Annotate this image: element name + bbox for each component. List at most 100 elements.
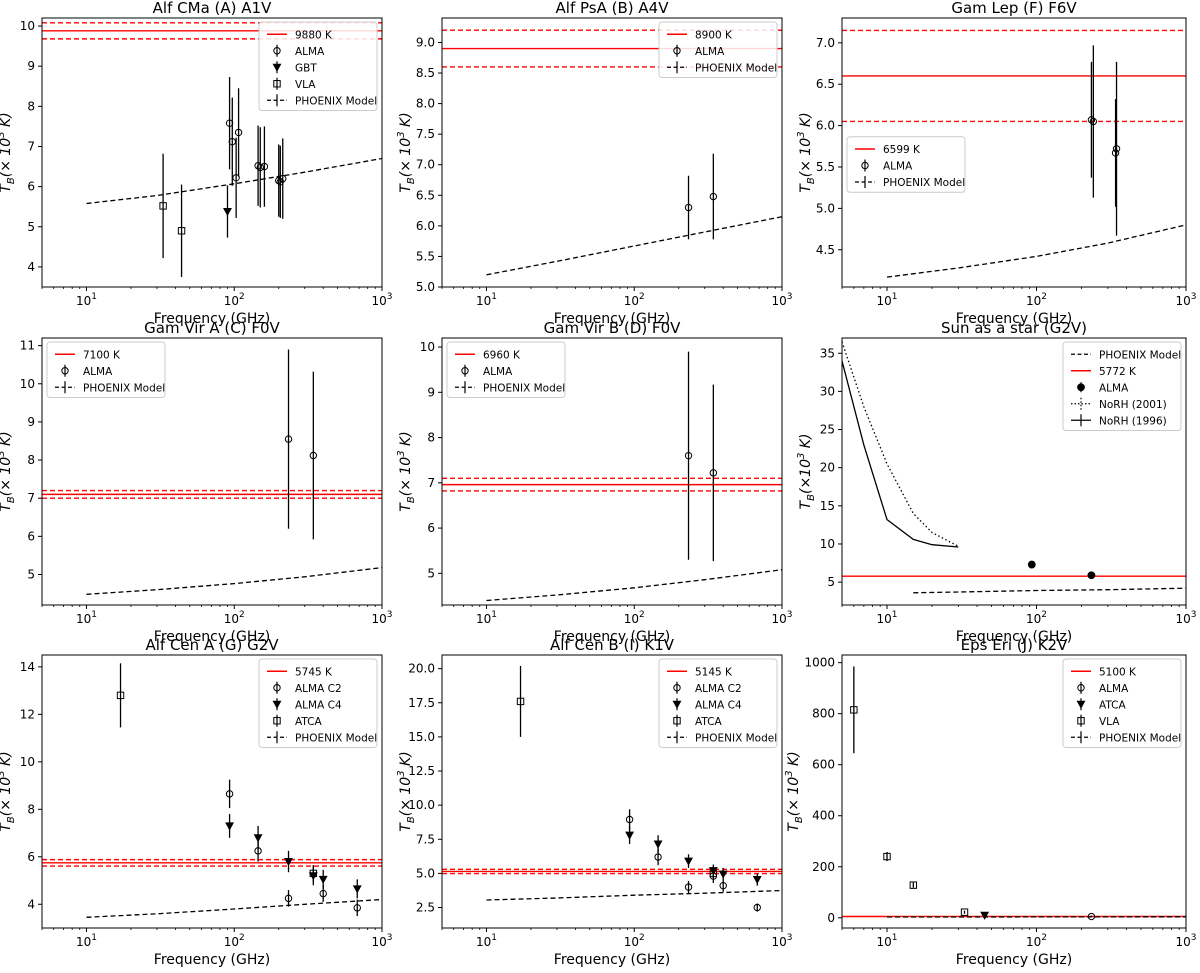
panel-9-xlabel: Frequency (GHz) bbox=[956, 952, 1072, 968]
panel-4-phoenix-model-line bbox=[87, 568, 383, 595]
panel-6-ylabel: TB(×103 K) bbox=[796, 434, 817, 510]
panel-8-ytick-label: 7.5 bbox=[416, 832, 435, 846]
panel-4-ytick-label: 11 bbox=[20, 339, 35, 353]
panel-4-ytick-label: 7 bbox=[27, 491, 35, 505]
panel-6-legend-5772-k-label: 5772 K bbox=[1099, 366, 1137, 378]
panel-9-legend-5100-k-label: 5100 K bbox=[1099, 666, 1137, 678]
panel-2: Alf PsA (B) A4V5.05.56.06.57.07.58.08.59… bbox=[396, 0, 793, 327]
panel-6-alma-point bbox=[1028, 561, 1035, 568]
panel-4-ytick-label: 5 bbox=[27, 567, 35, 581]
panel-1-legend-9880-k-label: 9880 K bbox=[295, 29, 333, 41]
panel-9-ytick-label: 400 bbox=[812, 809, 835, 823]
panel-5-ylabel: TB(× 103 K) bbox=[396, 431, 417, 511]
panel-9-legend-vla-label: VLA bbox=[1099, 716, 1120, 728]
panel-7-xlabel: Frequency (GHz) bbox=[154, 952, 270, 968]
panel-5-phoenix-model-line bbox=[487, 570, 783, 601]
panel-8-xtick-label: 102 bbox=[624, 933, 645, 949]
panel-6-ytick-label: 35 bbox=[820, 346, 835, 360]
panel-7-ytick-label: 10 bbox=[20, 755, 35, 769]
panel-2-ytick-label: 6.5 bbox=[416, 188, 435, 202]
panel-2-xtick-label: 102 bbox=[624, 292, 645, 308]
panel-1-xtick-label: 102 bbox=[224, 292, 245, 308]
panel-1-ytick-label: 7 bbox=[27, 139, 35, 153]
panel-2-xtick-label: 103 bbox=[771, 292, 792, 308]
panel-2-ytick-label: 7.5 bbox=[416, 127, 435, 141]
panel-6-title: Sun as a star (G2V) bbox=[941, 319, 1087, 337]
panel-8-legend-atca-label: ATCA bbox=[695, 716, 722, 728]
panel-5-ytick-label: 9 bbox=[427, 385, 435, 399]
panel-6-ytick-label: 25 bbox=[820, 423, 835, 437]
panel-5-legend-alma-label: ALMA bbox=[483, 366, 513, 378]
panel-4-title: Gam Vir A (C) F0V bbox=[144, 319, 280, 337]
panel-8-legend-alma-c2-label: ALMA C2 bbox=[695, 683, 742, 695]
panel-9-xtick-label: 102 bbox=[1026, 933, 1047, 949]
panel-7-legend-phoenix-model-label: PHOENIX Model bbox=[295, 732, 377, 744]
panel-1-phoenix-model-line bbox=[87, 159, 383, 204]
panel-7-ytick-label: 12 bbox=[20, 707, 35, 721]
panel-6-ytick-label: 5 bbox=[827, 575, 835, 589]
panel-3-phoenix-model-line bbox=[887, 225, 1186, 277]
panel-6-ytick-label: 20 bbox=[820, 461, 835, 475]
panel-4-ytick-label: 6 bbox=[27, 529, 35, 543]
panel-9-atca-point bbox=[981, 912, 988, 919]
panel-8-legend-alma-c4-label: ALMA C4 bbox=[695, 699, 742, 711]
panel-8-xlabel: Frequency (GHz) bbox=[554, 952, 670, 968]
panel-9-legend-atca-label: ATCA bbox=[1099, 699, 1126, 711]
panel-3-xtick-label: 103 bbox=[1175, 292, 1196, 308]
panel-7-alma-c4-point bbox=[354, 886, 361, 893]
panel-1-ytick-label: 4 bbox=[27, 260, 35, 274]
panel-6-norh-2001-line bbox=[842, 342, 958, 547]
panel-3-ytick-label: 5.5 bbox=[816, 160, 835, 174]
panel-2-ytick-label: 7.0 bbox=[416, 158, 435, 172]
panel-6-ytick-label: 10 bbox=[820, 537, 835, 551]
panel-9-title: Eps Eri (J) K2V bbox=[961, 636, 1068, 654]
panel-2-title: Alf PsA (B) A4V bbox=[556, 0, 670, 17]
panel-2-ytick-label: 5.5 bbox=[416, 249, 435, 263]
panel-3-legend-phoenix-model-label: PHOENIX Model bbox=[883, 177, 965, 189]
panel-6-xtick-label: 102 bbox=[1026, 610, 1047, 626]
panel-7-ylabel: TB(× 103 K) bbox=[0, 751, 17, 831]
panel-7-legend-5745-k-label: 5745 K bbox=[295, 666, 333, 678]
panel-4-ytick-label: 8 bbox=[27, 453, 35, 467]
panel-4-xtick-label: 102 bbox=[224, 610, 245, 626]
panel-7-ytick-label: 6 bbox=[27, 850, 35, 864]
panel-8-alma-c4-point bbox=[754, 877, 761, 884]
panel-4-ytick-label: 10 bbox=[20, 377, 35, 391]
panel-9-ytick-label: 600 bbox=[812, 758, 835, 772]
panel-4-ylabel: TB(× 103 K) bbox=[0, 431, 17, 511]
panel-3-ytick-label: 5.0 bbox=[816, 201, 835, 215]
panel-1-ylabel: TB(× 103 K) bbox=[0, 112, 17, 192]
panel-7-alma-c4-point bbox=[254, 835, 261, 842]
panel-6-norh-1996-line bbox=[842, 361, 958, 547]
panel-4-legend-alma-label: ALMA bbox=[83, 366, 113, 378]
panel-2-ylabel: TB(× 103 K) bbox=[396, 112, 417, 192]
panel-4-legend-7100-k-label: 7100 K bbox=[83, 349, 121, 361]
panel-8: Alf Cen B (I) K1V2.55.07.510.012.515.017… bbox=[396, 636, 793, 968]
panel-8-alma-c4-point bbox=[685, 858, 692, 865]
panel-5-title: Gam Vir B (D) F0V bbox=[544, 319, 681, 337]
panel-3-ytick-label: 6.5 bbox=[816, 77, 835, 91]
panel-5-legend-6960-k-label: 6960 K bbox=[483, 349, 521, 361]
panel-1-gbt-point bbox=[224, 209, 231, 216]
panel-5-ytick-label: 8 bbox=[427, 431, 435, 445]
panel-6-alma-point bbox=[1088, 572, 1095, 579]
panel-8-alma-c4-point bbox=[720, 871, 727, 878]
panel-7-alma-c4-point bbox=[285, 859, 292, 866]
panel-1-ytick-label: 5 bbox=[27, 220, 35, 234]
panel-6-legend-alma-swatch bbox=[1078, 384, 1085, 391]
panel-8-ytick-label: 2.5 bbox=[416, 901, 435, 915]
panel-6-legend-norh-2001-label: NoRH (2001) bbox=[1099, 399, 1167, 411]
panel-7-ytick-label: 14 bbox=[20, 660, 35, 674]
panel-1-title: Alf CMa (A) A1V bbox=[153, 0, 272, 17]
panel-9-xtick-label: 101 bbox=[876, 933, 897, 949]
panel-8-alma-c4-point bbox=[654, 841, 661, 848]
